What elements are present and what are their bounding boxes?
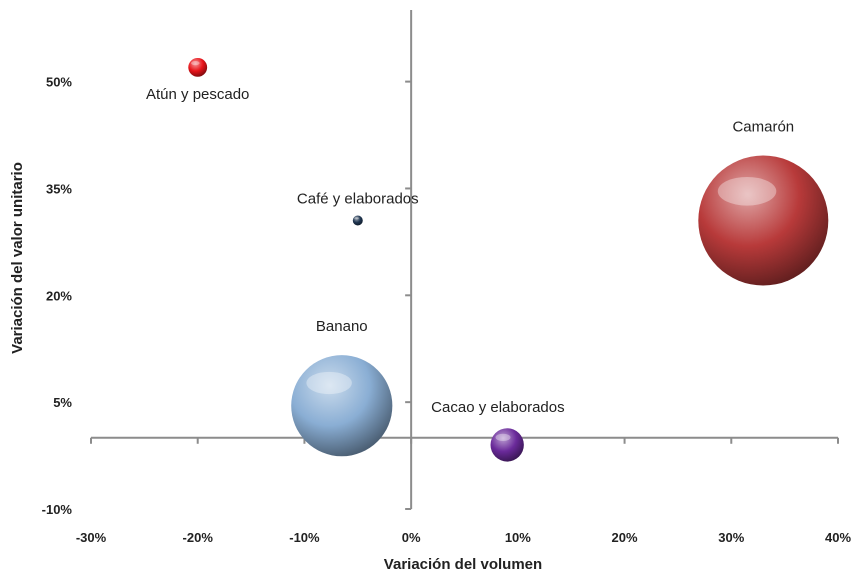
y-tick-label: 50% bbox=[46, 75, 72, 90]
bubble-highlight bbox=[717, 176, 777, 206]
bubbles bbox=[188, 57, 829, 462]
bubble-label: Banano bbox=[316, 318, 368, 335]
bubble-label: Cacao y elaborados bbox=[431, 399, 564, 416]
y-tick-label: 35% bbox=[46, 181, 72, 196]
x-tick-label: -20% bbox=[183, 530, 214, 545]
y-axis-title: Variación del valor unitario bbox=[9, 162, 26, 354]
bubble bbox=[291, 355, 393, 457]
bubble-highlight bbox=[191, 61, 200, 66]
bubble-highlight bbox=[354, 217, 359, 220]
x-tick-label: 10% bbox=[505, 530, 531, 545]
bubble bbox=[490, 428, 524, 462]
bubble-highlight bbox=[495, 433, 511, 442]
bubble-label: Camarón bbox=[732, 119, 794, 136]
bubble bbox=[698, 155, 829, 286]
x-tick-label: -30% bbox=[76, 530, 107, 545]
bubble-label: Atún y pescado bbox=[146, 86, 249, 103]
x-tick-label: -10% bbox=[289, 530, 320, 545]
x-tick-label: 0% bbox=[402, 530, 421, 545]
bubble bbox=[188, 57, 208, 77]
bubble-labels: Atún y pescado Café y elaborados Camarón Ba… bbox=[146, 86, 794, 416]
x-tick-label: 40% bbox=[825, 530, 851, 545]
y-tick-label: -10% bbox=[42, 502, 73, 517]
y-tick-label: 5% bbox=[53, 395, 72, 410]
bubble bbox=[352, 215, 363, 226]
bubble-label: Café y elaborados bbox=[297, 191, 419, 208]
x-axis-title: Variación del volumen bbox=[384, 556, 542, 573]
x-tick-label: 20% bbox=[612, 530, 638, 545]
y-tick-label: 20% bbox=[46, 288, 72, 303]
x-tick-label: 30% bbox=[718, 530, 744, 545]
axes: -30% -20% -10% 0% 10% 20% 30% 40% -10% 5% 20% 35% 50… bbox=[42, 10, 851, 545]
bubble-highlight bbox=[306, 371, 352, 395]
